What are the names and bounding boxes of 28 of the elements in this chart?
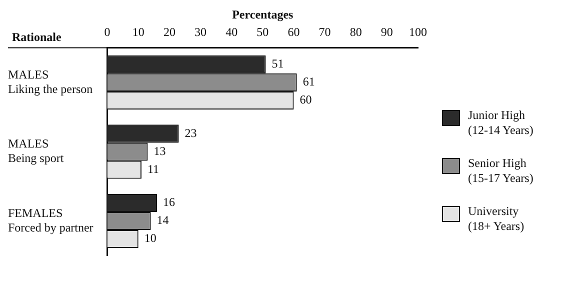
data-label: 11 (147, 162, 160, 176)
data-label: 51 (272, 56, 284, 71)
y-tick-label: MALES Liking the person (8, 67, 93, 96)
data-label: 61 (302, 74, 315, 89)
data-label: 16 (163, 195, 176, 210)
x-tick-label: 0 (104, 24, 110, 39)
x-tick-label: 30 (194, 24, 207, 39)
data-label: 13 (154, 144, 166, 158)
data-label: 60 (300, 92, 312, 107)
x-tick-label: 90 (380, 24, 393, 39)
data-label: 14 (156, 213, 169, 228)
x-tick-label: 50 (256, 24, 269, 39)
x-tick-label: 40 (226, 24, 238, 39)
x-tick-label: 60 (288, 24, 300, 39)
x-tick-label: 80 (350, 24, 362, 39)
legend-label: Senior High (15-17 Years) (468, 156, 534, 186)
y-tick-label: MALES Being sport (8, 136, 64, 166)
legend-label: University (18+ Years) (468, 204, 524, 234)
data-label: 23 (184, 126, 197, 140)
x-tick-label: 20 (163, 24, 176, 39)
data-label: 10 (144, 231, 156, 246)
legend-label: Junior High (12-14 Years) (468, 108, 534, 138)
x-tick-label: 100 (409, 24, 427, 39)
y-tick-label: FEMALES Forced by partner (8, 206, 94, 234)
x-tick-label: 10 (132, 24, 144, 39)
y-axis-title: Rationale (12, 30, 62, 44)
x-tick-label: 70 (318, 24, 331, 39)
x-axis-title: Percentages (232, 7, 294, 22)
